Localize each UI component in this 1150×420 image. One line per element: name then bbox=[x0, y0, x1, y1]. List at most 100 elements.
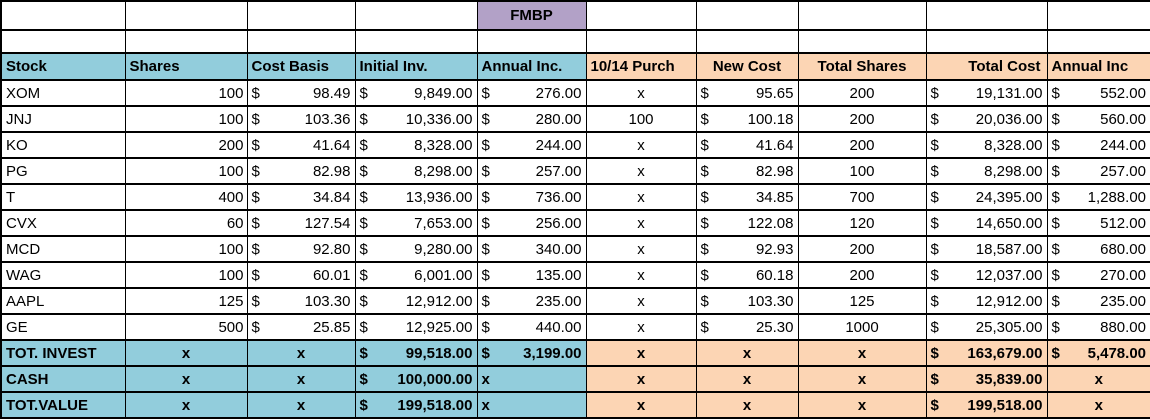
cell-new-cost[interactable]: $103.30 bbox=[695, 287, 799, 315]
cell-cost-basis[interactable]: $25.85 bbox=[246, 313, 356, 341]
cell-initial-inv[interactable]: $100,000.00 bbox=[354, 365, 478, 393]
column-header-annual-inc[interactable]: Annual Inc. bbox=[476, 52, 587, 81]
cell-purch-10-14[interactable]: x bbox=[585, 157, 697, 185]
cell-total-cost[interactable]: $35,839.00 bbox=[925, 365, 1048, 393]
cell-cost-basis[interactable]: $60.01 bbox=[246, 261, 356, 289]
cell-initial-inv[interactable]: $8,298.00 bbox=[354, 157, 478, 185]
cell-initial-inv[interactable]: $12,912.00 bbox=[354, 287, 478, 315]
cell-initial-inv[interactable]: $13,936.00 bbox=[354, 183, 478, 211]
cell-initial-inv[interactable]: $12,925.00 bbox=[354, 313, 478, 341]
cell-total-shares[interactable]: 120 bbox=[797, 209, 927, 237]
cell-total-cost[interactable]: $8,298.00 bbox=[925, 157, 1048, 185]
cell-total-cost[interactable]: $19,131.00 bbox=[925, 79, 1048, 107]
cell-new-cost[interactable]: $92.93 bbox=[695, 235, 799, 263]
cell-shares[interactable]: 60 bbox=[124, 209, 248, 237]
cell-shares[interactable]: x bbox=[124, 339, 248, 367]
cell-total-cost[interactable]: $18,587.00 bbox=[925, 235, 1048, 263]
cell-purch-10-14[interactable]: x bbox=[585, 131, 697, 159]
cell-annual-inc[interactable]: $340.00 bbox=[476, 235, 587, 263]
cell-annual-inc[interactable]: $256.00 bbox=[476, 209, 587, 237]
cell-initial-inv[interactable]: $99,518.00 bbox=[354, 339, 478, 367]
cell-total-shares[interactable]: 1000 bbox=[797, 313, 927, 341]
cell-cost-basis[interactable]: x bbox=[246, 339, 356, 367]
cell-new-cost[interactable]: x bbox=[695, 365, 799, 393]
cell-annual-inc-2[interactable]: $1,288.00 bbox=[1046, 183, 1150, 211]
cell-total-cost[interactable]: $25,305.00 bbox=[925, 313, 1048, 341]
cell-stock[interactable]: MCD bbox=[0, 235, 126, 263]
empty-cell[interactable] bbox=[1046, 0, 1150, 31]
column-header-initial-inv[interactable]: Initial Inv. bbox=[354, 52, 478, 81]
cell-annual-inc[interactable]: $235.00 bbox=[476, 287, 587, 315]
cell-annual-inc-2[interactable]: $512.00 bbox=[1046, 209, 1150, 237]
empty-cell[interactable] bbox=[925, 29, 1048, 54]
cell-purch-10-14[interactable]: x bbox=[585, 287, 697, 315]
cell-new-cost[interactable]: x bbox=[695, 339, 799, 367]
column-header-shares[interactable]: Shares bbox=[124, 52, 248, 81]
cell-stock[interactable]: CVX bbox=[0, 209, 126, 237]
cell-total-cost[interactable]: $24,395.00 bbox=[925, 183, 1048, 211]
cell-new-cost[interactable]: $95.65 bbox=[695, 79, 799, 107]
cell-annual-inc[interactable]: $736.00 bbox=[476, 183, 587, 211]
cell-cost-basis[interactable]: $82.98 bbox=[246, 157, 356, 185]
cell-annual-inc-2[interactable]: x bbox=[1046, 391, 1150, 419]
cell-shares[interactable]: 100 bbox=[124, 157, 248, 185]
empty-cell[interactable] bbox=[0, 0, 126, 31]
empty-cell[interactable] bbox=[585, 29, 697, 54]
cell-annual-inc-2[interactable]: $257.00 bbox=[1046, 157, 1150, 185]
cell-annual-inc[interactable]: $440.00 bbox=[476, 313, 587, 341]
cell-total-cost[interactable]: $163,679.00 bbox=[925, 339, 1048, 367]
column-header-new-cost[interactable]: New Cost bbox=[695, 52, 799, 81]
cell-initial-inv[interactable]: $8,328.00 bbox=[354, 131, 478, 159]
empty-cell[interactable] bbox=[797, 29, 927, 54]
cell-total-cost[interactable]: $199,518.00 bbox=[925, 391, 1048, 419]
cell-total-shares[interactable]: 200 bbox=[797, 131, 927, 159]
empty-cell[interactable] bbox=[354, 29, 478, 54]
fmbp-banner[interactable]: FMBP bbox=[476, 0, 587, 31]
cell-annual-inc[interactable]: x bbox=[476, 391, 587, 419]
row-label[interactable]: TOT.VALUE bbox=[0, 391, 126, 419]
cell-cost-basis[interactable]: $92.80 bbox=[246, 235, 356, 263]
cell-purch-10-14[interactable]: x bbox=[585, 183, 697, 211]
cell-annual-inc-2[interactable]: $270.00 bbox=[1046, 261, 1150, 289]
cell-shares[interactable]: 100 bbox=[124, 261, 248, 289]
cell-initial-inv[interactable]: $9,849.00 bbox=[354, 79, 478, 107]
cell-annual-inc[interactable]: x bbox=[476, 365, 587, 393]
cell-new-cost[interactable]: $41.64 bbox=[695, 131, 799, 159]
cell-initial-inv[interactable]: $10,336.00 bbox=[354, 105, 478, 133]
column-header-stock[interactable]: Stock bbox=[0, 52, 126, 81]
cell-annual-inc[interactable]: $280.00 bbox=[476, 105, 587, 133]
cell-stock[interactable]: PG bbox=[0, 157, 126, 185]
cell-annual-inc[interactable]: $257.00 bbox=[476, 157, 587, 185]
cell-shares[interactable]: 125 bbox=[124, 287, 248, 315]
cell-total-cost[interactable]: $12,037.00 bbox=[925, 261, 1048, 289]
cell-cost-basis[interactable]: $127.54 bbox=[246, 209, 356, 237]
empty-cell[interactable] bbox=[124, 29, 248, 54]
cell-purch-10-14[interactable]: x bbox=[585, 261, 697, 289]
cell-shares[interactable]: x bbox=[124, 391, 248, 419]
cell-new-cost[interactable]: $122.08 bbox=[695, 209, 799, 237]
cell-total-cost[interactable]: $20,036.00 bbox=[925, 105, 1048, 133]
cell-total-shares[interactable]: 200 bbox=[797, 105, 927, 133]
cell-cost-basis[interactable]: $103.30 bbox=[246, 287, 356, 315]
cell-annual-inc-2[interactable]: $244.00 bbox=[1046, 131, 1150, 159]
cell-annual-inc[interactable]: $3,199.00 bbox=[476, 339, 587, 367]
cell-purch-10-14[interactable]: x bbox=[585, 365, 697, 393]
cell-purch-10-14[interactable]: x bbox=[585, 313, 697, 341]
cell-new-cost[interactable]: x bbox=[695, 391, 799, 419]
cell-stock[interactable]: JNJ bbox=[0, 105, 126, 133]
cell-shares[interactable]: 400 bbox=[124, 183, 248, 211]
empty-cell[interactable] bbox=[1046, 29, 1150, 54]
cell-new-cost[interactable]: $82.98 bbox=[695, 157, 799, 185]
cell-initial-inv[interactable]: $9,280.00 bbox=[354, 235, 478, 263]
cell-cost-basis[interactable]: $98.49 bbox=[246, 79, 356, 107]
cell-shares[interactable]: 100 bbox=[124, 105, 248, 133]
cell-new-cost[interactable]: $25.30 bbox=[695, 313, 799, 341]
cell-total-cost[interactable]: $8,328.00 bbox=[925, 131, 1048, 159]
empty-cell[interactable] bbox=[695, 0, 799, 31]
cell-cost-basis[interactable]: $103.36 bbox=[246, 105, 356, 133]
cell-new-cost[interactable]: $60.18 bbox=[695, 261, 799, 289]
cell-initial-inv[interactable]: $6,001.00 bbox=[354, 261, 478, 289]
cell-purch-10-14[interactable]: x bbox=[585, 235, 697, 263]
empty-cell[interactable] bbox=[124, 0, 248, 31]
empty-cell[interactable] bbox=[695, 29, 799, 54]
